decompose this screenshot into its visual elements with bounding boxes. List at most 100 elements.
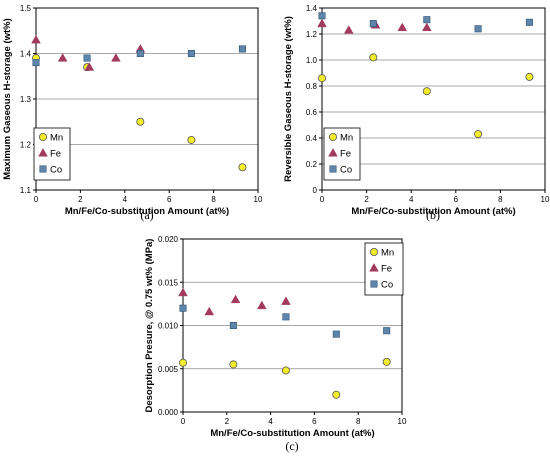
y-tick-label: 1.4	[306, 4, 318, 13]
data-point-Mn	[525, 72, 534, 81]
y-tick-label: 0.010	[158, 322, 179, 331]
data-point-Co	[525, 18, 533, 26]
y-tick-label: 1.1	[20, 186, 32, 195]
legend-marker-Fe	[328, 148, 338, 157]
data-point-Mn	[382, 357, 391, 366]
legend-marker-Co	[370, 280, 378, 288]
x-axis-label: Mn/Fe/Co-substitution Amount (at%)	[351, 206, 515, 217]
x-tick-label: 4	[409, 195, 414, 204]
y-tick-label: 0.4	[306, 134, 318, 143]
x-tick-label: 4	[268, 417, 273, 426]
x-tick-label: 0	[181, 417, 186, 426]
series-Co	[32, 45, 246, 67]
legend-label-Mn: Mn	[50, 133, 63, 144]
x-tick-label: 0	[34, 195, 39, 204]
data-point-Fe	[397, 22, 408, 32]
y-axis-label: Desorption Presure, @ 0.75 wt% (MPa)	[144, 239, 155, 413]
x-tick-label: 8	[211, 195, 216, 204]
panel-caption: (c)	[285, 439, 298, 453]
series-Fe	[178, 287, 291, 316]
data-point-Fe	[84, 62, 95, 71]
y-tick-label: 0.6	[306, 108, 318, 117]
legend-marker-Mn	[39, 132, 48, 141]
data-point-Fe	[57, 53, 68, 62]
data-point-Co	[229, 321, 237, 329]
data-point-Fe	[204, 306, 215, 316]
legend-label-Mn: Mn	[340, 133, 353, 144]
data-point-Mn	[474, 130, 483, 139]
data-point-Fe	[281, 296, 291, 305]
y-tick-label: 1.0	[306, 56, 318, 65]
y-tick-label: 0	[313, 186, 318, 195]
y-tick-label: 1.2	[20, 141, 32, 150]
data-point-Fe	[343, 25, 354, 34]
legend-label-Fe: Fe	[50, 149, 61, 160]
legend-marker-Fe	[369, 263, 379, 272]
x-tick-label: 0	[320, 195, 325, 204]
data-point-Fe	[257, 300, 267, 310]
data-point-Co	[187, 49, 195, 57]
x-tick-label: 6	[312, 417, 317, 426]
x-axis-label: Mn/Fe/Co-substitution Amount (at%)	[65, 206, 229, 217]
data-point-Co	[282, 313, 290, 321]
data-point-Fe	[111, 53, 121, 62]
panel-caption: (a)	[140, 208, 153, 222]
y-tick-label: 0.2	[306, 160, 318, 169]
data-point-Fe	[178, 287, 188, 297]
x-tick-label: 6	[167, 195, 172, 204]
series-Mn	[178, 357, 391, 399]
x-axis-label: Mn/Fe/Co-substitution Amount (at%)	[210, 428, 374, 439]
y-tick-label: 1.3	[20, 95, 32, 104]
chart-panel-1: 0 0.2 0.4 0.6 0.8 1.0 1.2 1.4 0 2 4 6 8 10 Mn/Fe/Co-su…	[283, 4, 550, 222]
data-point-Mn	[317, 74, 326, 83]
x-tick-label: 2	[364, 195, 369, 204]
legend-marker-Mn	[328, 132, 337, 141]
legend-marker-Co	[329, 165, 337, 173]
y-tick-label: 0.8	[306, 82, 318, 91]
data-point-Mn	[369, 53, 378, 62]
series-Co	[179, 304, 391, 338]
data-point-Co	[32, 59, 40, 67]
legend-label-Co: Co	[381, 280, 393, 291]
y-axis-label: Reversible Gaseous H-storage (wt%)	[283, 16, 294, 182]
x-tick-label: 2	[225, 417, 230, 426]
x-tick-label: 6	[454, 195, 459, 204]
data-point-Co	[318, 12, 326, 20]
data-point-Co	[383, 327, 391, 335]
legend-label-Fe: Fe	[340, 149, 351, 160]
y-tick-label: 0.015	[158, 278, 179, 287]
x-tick-label: 2	[78, 195, 83, 204]
x-tick-label: 8	[356, 417, 361, 426]
data-point-Mn	[136, 117, 145, 126]
legend-label-Mn: Mn	[381, 248, 394, 259]
y-tick-label: 0.000	[158, 408, 179, 417]
legend-label-Co: Co	[50, 165, 62, 176]
data-point-Mn	[238, 163, 247, 172]
y-tick-label: 1.4	[20, 50, 32, 59]
data-point-Mn	[229, 360, 238, 369]
legend: Mn Fe Co	[33, 127, 71, 181]
data-point-Mn	[187, 135, 196, 144]
chart-panel-2: 0.000 0.005 0.010 0.015 0.020 0 2 4 6 8 10 Mn/Fe/Co…	[144, 235, 407, 453]
data-point-Mn	[422, 87, 431, 96]
data-point-Mn	[332, 390, 341, 399]
y-axis-label: Maximum Gaseous H-storage (wt%)	[2, 18, 13, 180]
x-tick-label: 8	[498, 195, 503, 204]
data-point-Co	[179, 304, 187, 312]
y-tick-label: 1.5	[20, 4, 32, 13]
data-point-Co	[238, 45, 246, 53]
data-point-Co	[423, 16, 431, 24]
data-point-Fe	[421, 22, 432, 32]
series-Fe	[31, 34, 146, 71]
data-point-Co	[332, 330, 340, 338]
y-tick-label: 0.005	[158, 365, 179, 374]
legend: Mn Fe Co	[323, 127, 361, 181]
data-point-Co	[83, 54, 91, 62]
series-Co	[318, 12, 533, 33]
series-Mn	[317, 53, 534, 139]
legend-marker-Mn	[369, 247, 378, 256]
y-tick-label: 0.020	[158, 235, 179, 244]
data-point-Fe	[317, 18, 327, 28]
legend: Mn Fe Co	[364, 242, 404, 296]
